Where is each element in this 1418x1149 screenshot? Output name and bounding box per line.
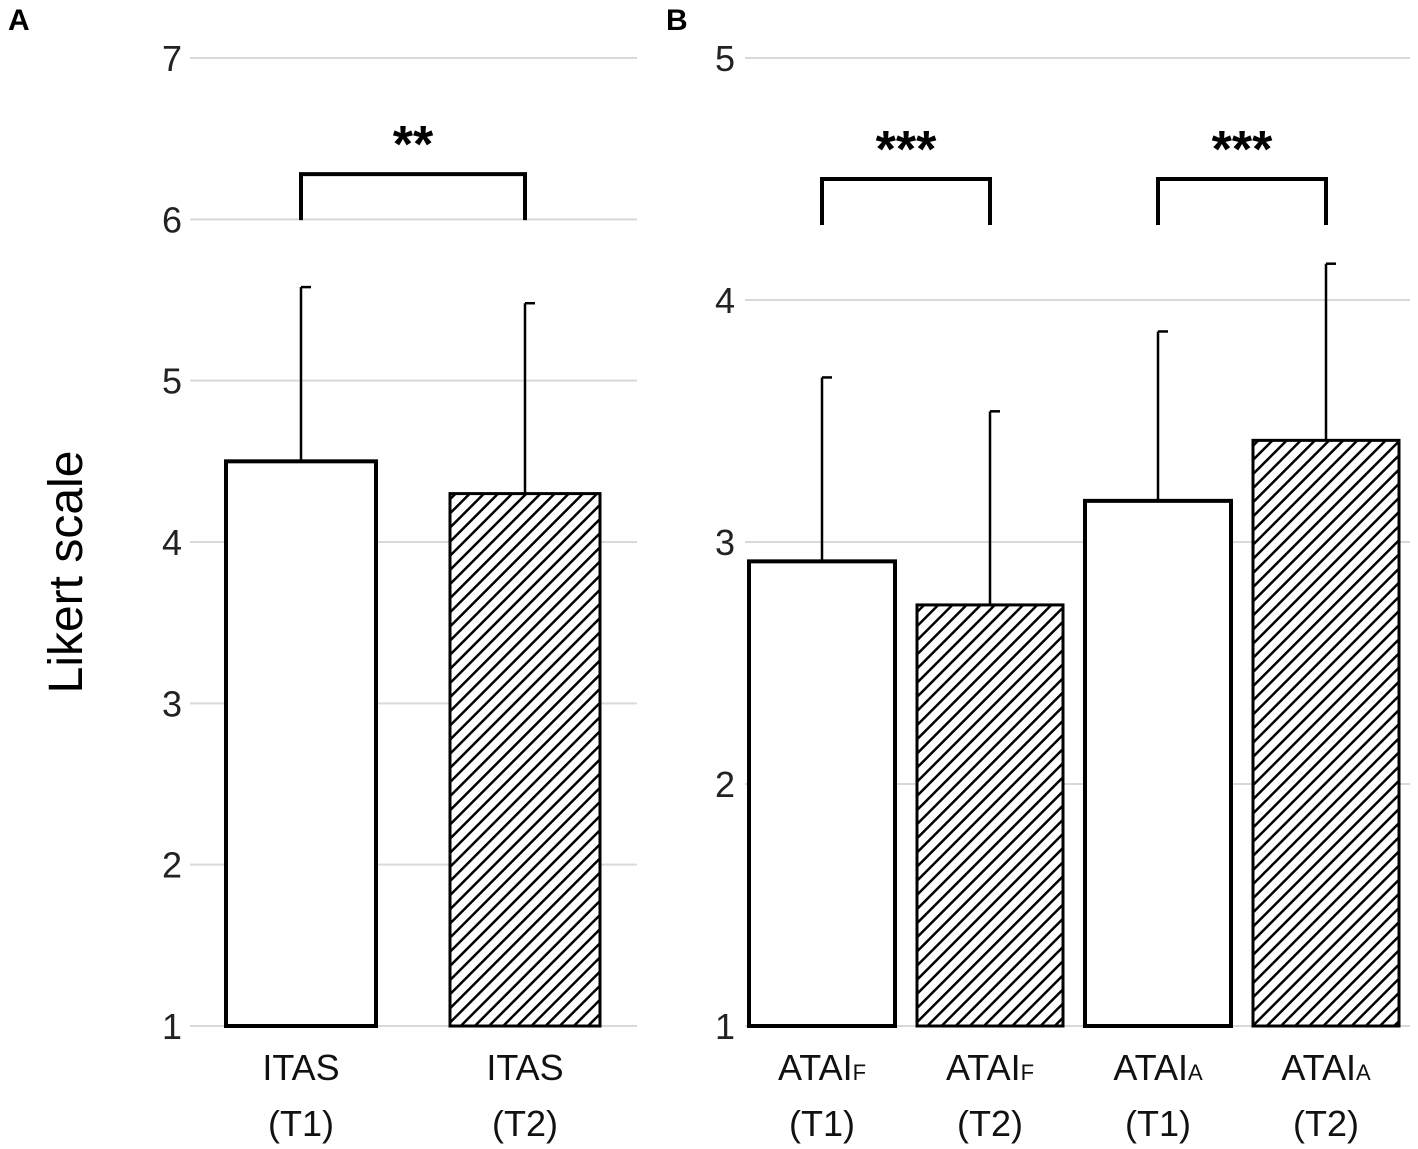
y-tick-label: 3 [162, 683, 182, 724]
y-tick-label: 2 [162, 845, 182, 886]
bar [448, 492, 602, 1028]
x-category-time: (T2) [492, 1103, 558, 1144]
panel-label-b: B [666, 4, 688, 37]
x-category-label: ATAIA [1113, 1047, 1203, 1088]
y-tick-label: 4 [162, 522, 182, 563]
x-category-subscript: F [1021, 1060, 1034, 1085]
y-tick-label: 4 [715, 280, 735, 321]
x-category-label: ITAS [262, 1047, 339, 1088]
chart-panel-b: 1 2 3 4 5 ATAIF (T1) ATAIF (T2) ATAIA (T1) ATAIA (T2… [715, 38, 1410, 1144]
y-tick-label: 2 [715, 764, 735, 805]
x-category-time: (T2) [1293, 1103, 1359, 1144]
x-category-label: ATAIF [946, 1047, 1034, 1088]
y-tick-label: 7 [162, 38, 182, 79]
y-tick-label: 3 [715, 522, 735, 563]
x-category-label: ITAS [486, 1047, 563, 1088]
bar [1083, 498, 1233, 1028]
y-axis-label: Likert scale [40, 451, 93, 694]
bar [915, 603, 1065, 1028]
x-category-subscript: A [1356, 1060, 1371, 1085]
x-category-label: ATAIF [778, 1047, 866, 1088]
significance-bracket [299, 172, 527, 221]
x-category-subscript: F [853, 1060, 866, 1085]
y-tick-label: 5 [715, 38, 735, 79]
y-tick-label: 1 [715, 1006, 735, 1047]
significance-label: ** [393, 116, 434, 174]
x-category-time: (T1) [789, 1103, 855, 1144]
y-tick-label: 6 [162, 199, 182, 240]
y-tick-label: 1 [162, 1006, 182, 1047]
x-category-time: (T1) [268, 1103, 334, 1144]
bar [747, 559, 897, 1028]
x-category-time: (T2) [957, 1103, 1023, 1144]
x-category-label: ATAIA [1281, 1047, 1371, 1088]
significance-label: *** [876, 121, 937, 179]
x-category-time: (T1) [1125, 1103, 1191, 1144]
y-tick-label: 5 [162, 361, 182, 402]
bar [1251, 438, 1401, 1028]
x-category-subscript: A [1188, 1060, 1203, 1085]
chart-panel-a: 1 2 3 4 5 6 7 ITAS (T1) ITAS (T2) ** [162, 38, 637, 1144]
significance-bracket [820, 177, 992, 225]
significance-label: *** [1212, 121, 1273, 179]
bar [224, 459, 378, 1029]
significance-bracket [1156, 177, 1328, 225]
panel-label-a: A [8, 4, 30, 37]
